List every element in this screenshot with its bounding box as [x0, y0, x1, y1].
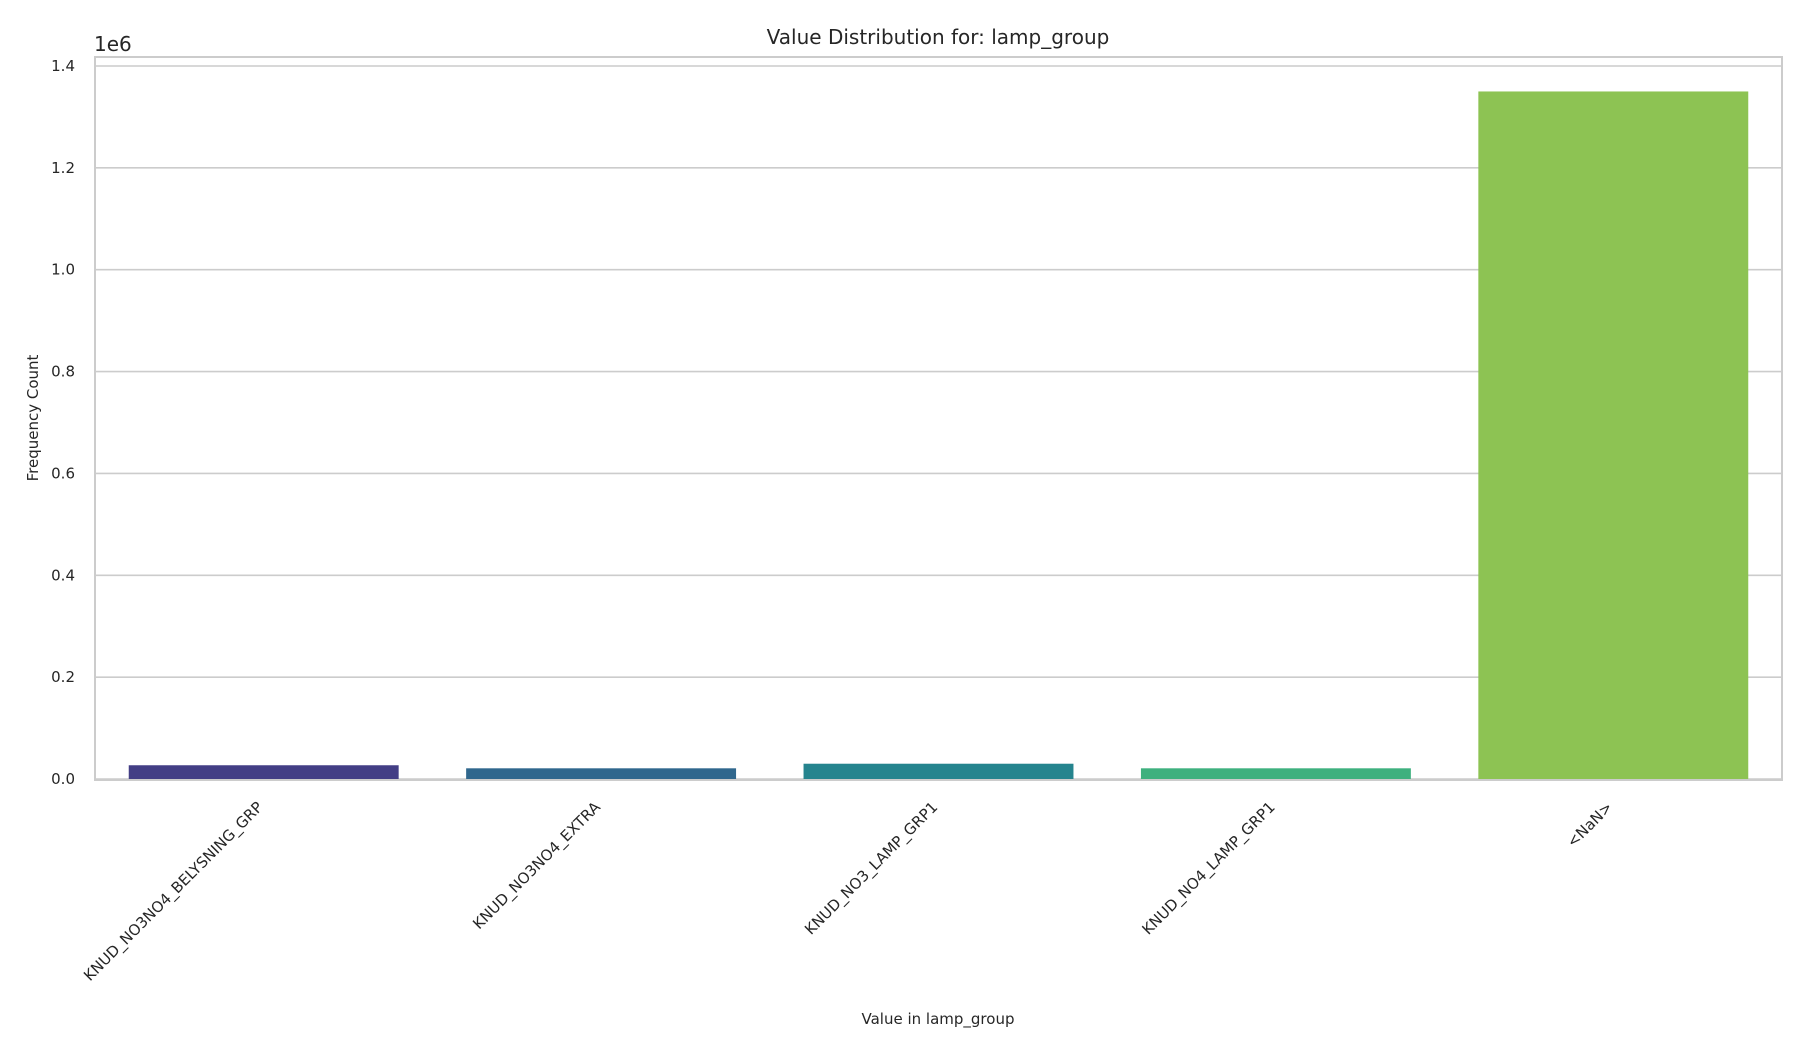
bar	[803, 763, 1074, 779]
x-tick-label: <NaN>	[1563, 798, 1616, 851]
bar	[1140, 768, 1411, 779]
gridlines	[95, 65, 1782, 780]
y-tick-label: 0.2	[51, 668, 75, 686]
bar	[466, 768, 737, 779]
plot-frame	[94, 56, 1783, 781]
y-tick-label: 0.4	[51, 566, 75, 584]
y-tick-label: 0.0	[51, 770, 75, 788]
y-axis-offset-label: 1e6	[94, 32, 132, 56]
x-tick-labels: KNUD_NO3NO4_BELYSNING_GRP KNUD_NO3NO4_EXT…	[80, 798, 1616, 986]
y-tick-label: 1.0	[51, 261, 75, 279]
bars	[128, 91, 1749, 779]
x-tick-label: KNUD_NO3_LAMP_GRP1	[801, 798, 942, 939]
y-axis-label: Frequency Count	[24, 354, 42, 481]
y-tick-labels: 0.0 0.2 0.4 0.6 0.8 1.0 1.2 1.4	[51, 57, 75, 788]
y-tick-label: 0.6	[51, 464, 75, 482]
y-tick-label: 1.4	[51, 57, 75, 75]
y-tick-label: 0.8	[51, 363, 75, 381]
x-axis-label: Value in lamp_group	[862, 1010, 1015, 1029]
y-tick-label: 1.2	[51, 159, 75, 177]
bar	[128, 765, 399, 779]
x-tick-label: KNUD_NO3NO4_BELYSNING_GRP	[80, 798, 267, 985]
x-tick-label: KNUD_NO4_LAMP_GRP1	[1139, 798, 1280, 939]
bar	[1478, 91, 1749, 779]
x-tick-label: KNUD_NO3NO4_EXTRA	[469, 798, 605, 934]
chart-title: Value Distribution for: lamp_group	[767, 25, 1110, 49]
